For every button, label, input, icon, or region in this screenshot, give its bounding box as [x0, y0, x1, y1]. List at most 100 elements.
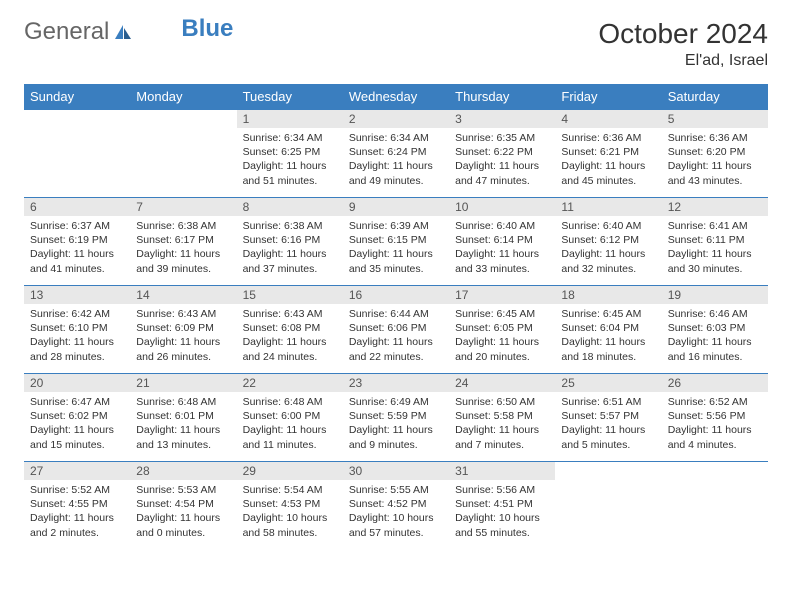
day-number: 19 [662, 286, 768, 304]
day-details: Sunrise: 6:46 AMSunset: 6:03 PMDaylight:… [662, 304, 768, 370]
day-of-week-header: Friday [555, 84, 661, 110]
calendar-day-cell: 19Sunrise: 6:46 AMSunset: 6:03 PMDayligh… [662, 286, 768, 374]
day-details: Sunrise: 6:42 AMSunset: 6:10 PMDaylight:… [24, 304, 130, 370]
day-details: Sunrise: 6:35 AMSunset: 6:22 PMDaylight:… [449, 128, 555, 194]
calendar-week-row: 13Sunrise: 6:42 AMSunset: 6:10 PMDayligh… [24, 286, 768, 374]
day-details: Sunrise: 6:40 AMSunset: 6:12 PMDaylight:… [555, 216, 661, 282]
day-details: Sunrise: 6:40 AMSunset: 6:14 PMDaylight:… [449, 216, 555, 282]
calendar-day-cell: 7Sunrise: 6:38 AMSunset: 6:17 PMDaylight… [130, 198, 236, 286]
day-number: 4 [555, 110, 661, 128]
day-number: 23 [343, 374, 449, 392]
calendar-day-cell: 13Sunrise: 6:42 AMSunset: 6:10 PMDayligh… [24, 286, 130, 374]
day-details: Sunrise: 6:41 AMSunset: 6:11 PMDaylight:… [662, 216, 768, 282]
day-number: 18 [555, 286, 661, 304]
day-of-week-header: Sunday [24, 84, 130, 110]
day-number: 24 [449, 374, 555, 392]
day-details: Sunrise: 6:36 AMSunset: 6:20 PMDaylight:… [662, 128, 768, 194]
calendar-body: ....1Sunrise: 6:34 AMSunset: 6:25 PMDayl… [24, 110, 768, 550]
calendar-day-cell: .. [555, 462, 661, 550]
day-details: Sunrise: 6:37 AMSunset: 6:19 PMDaylight:… [24, 216, 130, 282]
calendar-day-cell: 3Sunrise: 6:35 AMSunset: 6:22 PMDaylight… [449, 110, 555, 198]
calendar-day-cell: 16Sunrise: 6:44 AMSunset: 6:06 PMDayligh… [343, 286, 449, 374]
day-details: Sunrise: 6:43 AMSunset: 6:08 PMDaylight:… [237, 304, 343, 370]
calendar-day-cell: 27Sunrise: 5:52 AMSunset: 4:55 PMDayligh… [24, 462, 130, 550]
calendar-day-cell: 6Sunrise: 6:37 AMSunset: 6:19 PMDaylight… [24, 198, 130, 286]
day-of-week-header: Thursday [449, 84, 555, 110]
day-details: Sunrise: 6:52 AMSunset: 5:56 PMDaylight:… [662, 392, 768, 458]
day-number: 1 [237, 110, 343, 128]
calendar-day-cell: 25Sunrise: 6:51 AMSunset: 5:57 PMDayligh… [555, 374, 661, 462]
calendar-day-cell: 14Sunrise: 6:43 AMSunset: 6:09 PMDayligh… [130, 286, 236, 374]
day-details: Sunrise: 6:43 AMSunset: 6:09 PMDaylight:… [130, 304, 236, 370]
day-details: Sunrise: 6:34 AMSunset: 6:25 PMDaylight:… [237, 128, 343, 194]
calendar-table: SundayMondayTuesdayWednesdayThursdayFrid… [24, 84, 768, 550]
calendar-day-cell: 4Sunrise: 6:36 AMSunset: 6:21 PMDaylight… [555, 110, 661, 198]
calendar-day-cell: 24Sunrise: 6:50 AMSunset: 5:58 PMDayligh… [449, 374, 555, 462]
logo-text-general: General [24, 18, 109, 46]
calendar-day-cell: 20Sunrise: 6:47 AMSunset: 6:02 PMDayligh… [24, 374, 130, 462]
day-details: Sunrise: 5:52 AMSunset: 4:55 PMDaylight:… [24, 480, 130, 546]
title-block: October 2024 El'ad, Israel [598, 18, 768, 70]
calendar-day-cell: 1Sunrise: 6:34 AMSunset: 6:25 PMDaylight… [237, 110, 343, 198]
calendar-day-cell: 23Sunrise: 6:49 AMSunset: 5:59 PMDayligh… [343, 374, 449, 462]
day-details: Sunrise: 6:38 AMSunset: 6:17 PMDaylight:… [130, 216, 236, 282]
day-number: 10 [449, 198, 555, 216]
logo-text-blue: Blue [181, 15, 233, 43]
month-title: October 2024 [598, 18, 768, 50]
calendar-day-cell: 11Sunrise: 6:40 AMSunset: 6:12 PMDayligh… [555, 198, 661, 286]
day-number: 20 [24, 374, 130, 392]
day-details: Sunrise: 6:39 AMSunset: 6:15 PMDaylight:… [343, 216, 449, 282]
calendar-day-cell: 22Sunrise: 6:48 AMSunset: 6:00 PMDayligh… [237, 374, 343, 462]
calendar-day-cell: .. [130, 110, 236, 198]
day-number: 29 [237, 462, 343, 480]
calendar-day-cell: .. [24, 110, 130, 198]
day-details: Sunrise: 6:48 AMSunset: 6:01 PMDaylight:… [130, 392, 236, 458]
calendar-day-cell: 30Sunrise: 5:55 AMSunset: 4:52 PMDayligh… [343, 462, 449, 550]
day-number: 2 [343, 110, 449, 128]
calendar-day-cell: 12Sunrise: 6:41 AMSunset: 6:11 PMDayligh… [662, 198, 768, 286]
day-number: 8 [237, 198, 343, 216]
day-number: 26 [662, 374, 768, 392]
calendar-day-cell: 17Sunrise: 6:45 AMSunset: 6:05 PMDayligh… [449, 286, 555, 374]
day-details: Sunrise: 6:36 AMSunset: 6:21 PMDaylight:… [555, 128, 661, 194]
calendar-day-cell: 26Sunrise: 6:52 AMSunset: 5:56 PMDayligh… [662, 374, 768, 462]
calendar-day-cell: 8Sunrise: 6:38 AMSunset: 6:16 PMDaylight… [237, 198, 343, 286]
day-details: Sunrise: 6:50 AMSunset: 5:58 PMDaylight:… [449, 392, 555, 458]
day-number: 7 [130, 198, 236, 216]
logo: General Blue [24, 18, 233, 46]
calendar-day-cell: 21Sunrise: 6:48 AMSunset: 6:01 PMDayligh… [130, 374, 236, 462]
calendar-day-cell: 29Sunrise: 5:54 AMSunset: 4:53 PMDayligh… [237, 462, 343, 550]
day-number: 14 [130, 286, 236, 304]
day-details: Sunrise: 5:55 AMSunset: 4:52 PMDaylight:… [343, 480, 449, 546]
day-of-week-header: Monday [130, 84, 236, 110]
day-number: 16 [343, 286, 449, 304]
day-number: 13 [24, 286, 130, 304]
calendar-day-cell: .. [662, 462, 768, 550]
day-number: 5 [662, 110, 768, 128]
day-of-week-header: Wednesday [343, 84, 449, 110]
day-details: Sunrise: 5:56 AMSunset: 4:51 PMDaylight:… [449, 480, 555, 546]
calendar-day-cell: 15Sunrise: 6:43 AMSunset: 6:08 PMDayligh… [237, 286, 343, 374]
day-details: Sunrise: 5:53 AMSunset: 4:54 PMDaylight:… [130, 480, 236, 546]
day-details: Sunrise: 6:34 AMSunset: 6:24 PMDaylight:… [343, 128, 449, 194]
day-details: Sunrise: 6:47 AMSunset: 6:02 PMDaylight:… [24, 392, 130, 458]
day-number: 9 [343, 198, 449, 216]
day-details: Sunrise: 6:38 AMSunset: 6:16 PMDaylight:… [237, 216, 343, 282]
day-number: 22 [237, 374, 343, 392]
day-number: 27 [24, 462, 130, 480]
day-number: 3 [449, 110, 555, 128]
location-label: El'ad, Israel [598, 52, 768, 70]
calendar-week-row: 20Sunrise: 6:47 AMSunset: 6:02 PMDayligh… [24, 374, 768, 462]
calendar-day-cell: 5Sunrise: 6:36 AMSunset: 6:20 PMDaylight… [662, 110, 768, 198]
day-number: 6 [24, 198, 130, 216]
day-details: Sunrise: 6:51 AMSunset: 5:57 PMDaylight:… [555, 392, 661, 458]
day-number: 11 [555, 198, 661, 216]
calendar-day-cell: 10Sunrise: 6:40 AMSunset: 6:14 PMDayligh… [449, 198, 555, 286]
day-of-week-header-row: SundayMondayTuesdayWednesdayThursdayFrid… [24, 84, 768, 110]
day-details: Sunrise: 6:45 AMSunset: 6:05 PMDaylight:… [449, 304, 555, 370]
day-number: 12 [662, 198, 768, 216]
day-number: 28 [130, 462, 236, 480]
calendar-day-cell: 31Sunrise: 5:56 AMSunset: 4:51 PMDayligh… [449, 462, 555, 550]
day-number: 17 [449, 286, 555, 304]
day-number: 15 [237, 286, 343, 304]
